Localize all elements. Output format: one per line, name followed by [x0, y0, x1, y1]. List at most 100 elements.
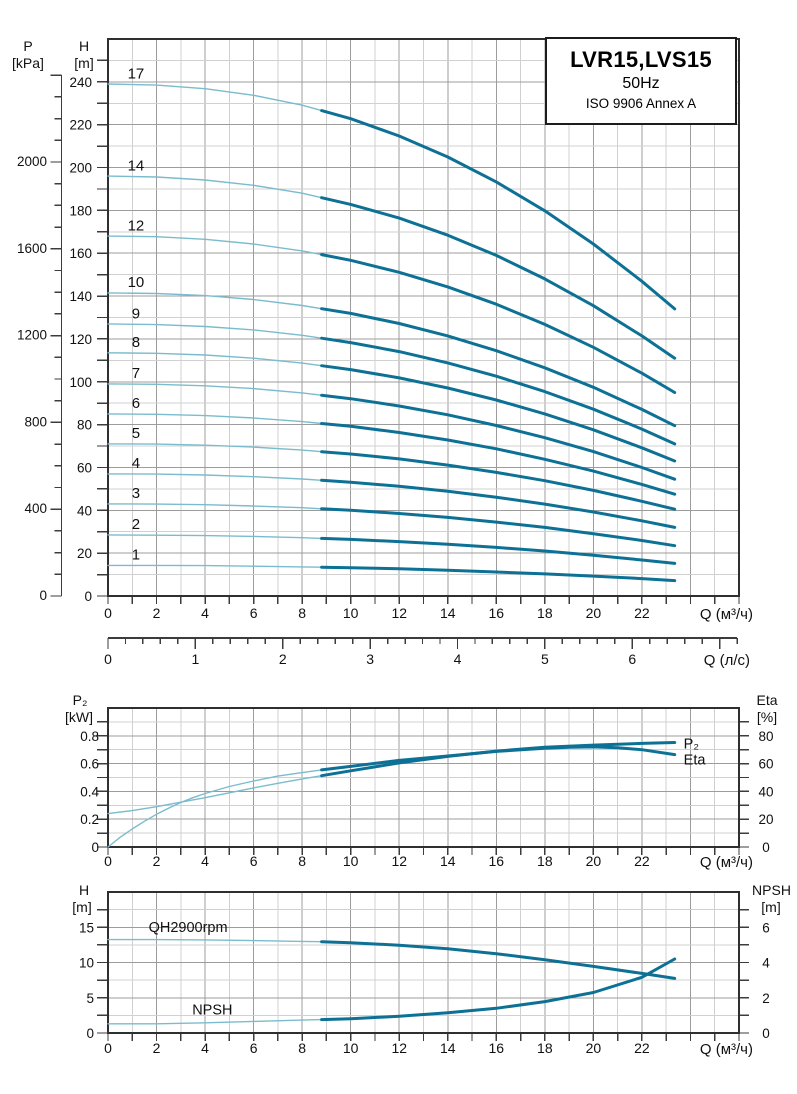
series-NPSH-thin: [107, 1018, 323, 1025]
series-4-thin: [107, 473, 323, 481]
x-tick-label: 18: [537, 853, 553, 869]
series-8-thin: [107, 352, 323, 367]
series-1-thick: [320, 565, 677, 583]
series-5-label: 5: [132, 425, 140, 442]
series-14-label: 14: [128, 158, 145, 175]
x-tick-label: 12: [391, 853, 407, 869]
p-tick-label: 1200: [17, 328, 47, 343]
y-axis: [97, 908, 107, 1034]
y-tick-label: 0: [86, 1026, 94, 1041]
y-tick-label: 140: [69, 289, 92, 304]
x-tick-label: 8: [298, 605, 306, 621]
x-axis-quantity: Q (м³/ч): [700, 606, 753, 623]
p-tick-label: 400: [24, 501, 47, 516]
series-2-label: 2: [132, 516, 140, 533]
npsh-axis-title: NPSH: [752, 882, 791, 898]
y-tick-label: 0.4: [80, 784, 99, 799]
y2-tick-label: 6: [762, 920, 770, 935]
series-5-thin: [107, 443, 323, 453]
y-tick-label: 200: [69, 161, 92, 176]
test-standard: ISO 9906 Annex A: [585, 96, 697, 111]
series-12-thick: [320, 253, 677, 394]
series-3-thick: [320, 507, 677, 548]
x-tick-label: 16: [489, 1040, 505, 1056]
y-tick-label: 0.2: [80, 812, 99, 827]
x-tick-label: 2: [153, 853, 161, 869]
series-Eta-thin: [107, 769, 323, 848]
x-tick-label: 6: [250, 853, 258, 869]
x-tick-label: 8: [298, 1040, 306, 1056]
x-axis: [107, 1034, 740, 1041]
lps-axis-quantity: Q (л/с): [704, 652, 750, 669]
series-P₂-label: P₂: [684, 736, 699, 752]
y-tick-label: 180: [69, 203, 92, 218]
series-6-thick: [320, 422, 677, 496]
lps-tick-label: 6: [628, 651, 636, 667]
y-tick-label: 240: [69, 75, 92, 90]
y-tick-label: 40: [77, 503, 92, 518]
series-QH2900rpm-thick: [320, 940, 677, 980]
y-tick-label: 0.8: [80, 729, 99, 744]
x-axis-quantity: Q (м³/ч): [700, 1041, 753, 1058]
x-tick-label: 14: [440, 853, 456, 869]
y2-tick-label: 0: [762, 1026, 770, 1041]
p-tick-label: 800: [24, 414, 47, 429]
p2-axis-title: P₂: [72, 692, 88, 708]
h2-axis-title: H: [78, 882, 90, 898]
series-1-label: 1: [132, 546, 140, 563]
series-14-thin: [107, 175, 323, 199]
series-17-thick: [320, 109, 677, 311]
series-2-thin: [107, 534, 323, 540]
chart-qh_npsh: 0 5 10 15 0 2 4 6 0 2 4 6 8 10 12 14 16 18 20 22 Q (м³/ч) QH2…: [79, 891, 770, 1058]
series-12-thin: [107, 235, 323, 256]
pump-model: LVR15,LVS15: [570, 47, 712, 72]
x-axis: [107, 597, 740, 604]
y-tick-label: 160: [69, 246, 92, 261]
series-P₂-thin: [107, 775, 323, 815]
y-tick-label: 20: [77, 546, 92, 561]
lps-tick-label: 0: [104, 651, 112, 667]
y-tick-label: 15: [79, 920, 94, 935]
y2-tick-label: 2: [762, 991, 770, 1006]
x-tick-label: 6: [250, 605, 258, 621]
lps-tick-label: 5: [541, 651, 549, 667]
x-tick-label: 4: [201, 853, 209, 869]
x-tick-label: 4: [201, 605, 209, 621]
p2-axis-unit: [kW]: [65, 709, 93, 725]
y-tick-label: 100: [69, 375, 92, 390]
p-tick-label: 1600: [17, 241, 47, 256]
series-NPSH-label: NPSH: [192, 1003, 232, 1019]
series-2-thick: [320, 536, 677, 565]
y2-tick-label: 0: [762, 840, 770, 855]
x-tick-label: 6: [250, 1040, 258, 1056]
lps-tick-label: 1: [191, 651, 199, 667]
x-tick-label: 10: [343, 605, 359, 621]
series-14-thick: [320, 196, 677, 360]
x-tick-label: 12: [391, 1040, 407, 1056]
y-tick-label: 5: [86, 991, 94, 1006]
y-axis: [97, 721, 107, 848]
series-7-label: 7: [132, 365, 140, 382]
x-tick-label: 16: [489, 853, 505, 869]
plot-border: [107, 38, 740, 597]
x-tick-label: 0: [104, 1040, 112, 1056]
series-8-label: 8: [132, 334, 140, 351]
plot-border: [107, 891, 740, 1034]
lps-tick-label: 2: [279, 651, 287, 667]
y-tick-label: 80: [77, 418, 92, 433]
eta-axis-unit: [%]: [756, 709, 778, 725]
y2-tick-label: 20: [758, 812, 773, 827]
lps-tick-label: 3: [366, 651, 374, 667]
p-tick-label: 2000: [17, 154, 47, 169]
chart-power_eta: 0 0.2 0.4 0.6 0.8 0 20 40 60 80 0 2 4 6 8 10 12 14 16 18 20 2…: [80, 707, 774, 871]
x-tick-label: 18: [537, 605, 553, 621]
series-8-thick: [320, 364, 677, 463]
h2-axis-unit: [m]: [72, 899, 92, 915]
y2-axis: [740, 908, 749, 1034]
series-6-thin: [107, 413, 323, 425]
series-QH2900rpm-thin: [107, 938, 323, 943]
x-axis: [107, 848, 740, 855]
grid: [108, 892, 739, 1033]
x-tick-label: 0: [104, 853, 112, 869]
